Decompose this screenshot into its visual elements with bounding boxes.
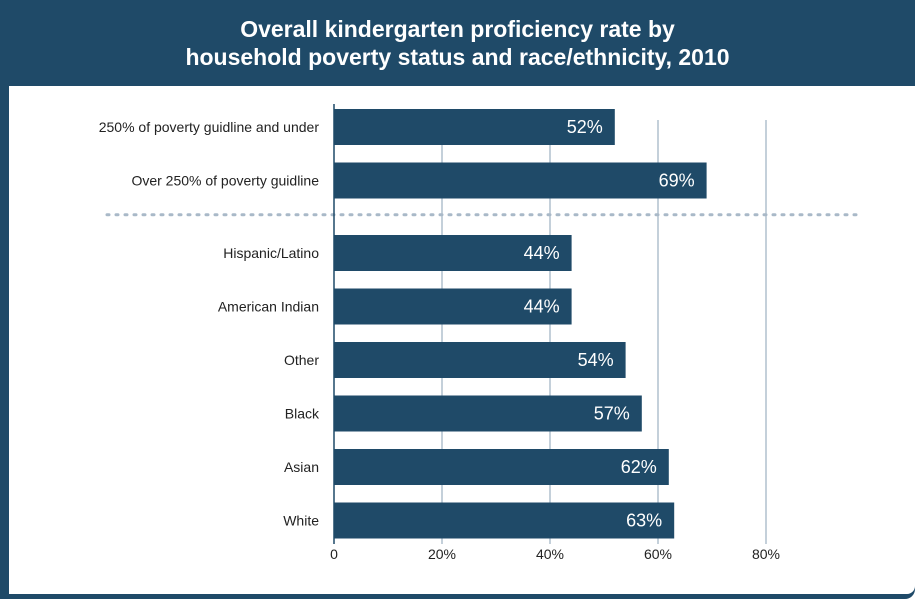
x-tick-label-20: 20% — [428, 546, 456, 562]
bar-value-label-3: 44% — [524, 297, 560, 317]
category-label-6: Asian — [284, 459, 319, 475]
x-tick-label-0: 0 — [330, 546, 338, 562]
category-label-7: White — [283, 513, 319, 529]
bar-6 — [334, 449, 669, 485]
plot-area: 52% 250% of poverty guidline and under 69%… — [9, 86, 915, 594]
category-label-3: American Indian — [218, 299, 319, 315]
bar-5 — [334, 395, 642, 432]
bar-value-label-0: 52% — [567, 117, 603, 137]
bar-1 — [334, 162, 707, 199]
bar-value-label-1: 69% — [659, 171, 695, 191]
bar-2 — [334, 235, 572, 271]
chart-header: Overall kindergarten proficiency rate by… — [0, 0, 915, 86]
category-label-4: Other — [284, 352, 319, 368]
x-tick-label-60: 60% — [644, 546, 672, 562]
chart-title-line-2: household poverty status and race/ethnic… — [185, 44, 730, 70]
bar-value-label-6: 62% — [621, 457, 657, 477]
category-label-0: 250% of poverty guidline and under — [99, 119, 320, 135]
bar-value-label-4: 54% — [578, 350, 614, 370]
bar-0 — [334, 109, 615, 145]
bar-4 — [334, 342, 626, 378]
bar-3 — [334, 288, 572, 325]
bar-value-label-5: 57% — [594, 404, 630, 424]
category-label-2: Hispanic/Latino — [223, 245, 319, 261]
bar-chart-svg: 52% 250% of poverty guidline and under 69%… — [99, 104, 863, 562]
bar-value-label-7: 63% — [626, 511, 662, 531]
x-tick-label-80: 80% — [752, 546, 780, 562]
category-label-1: Over 250% of poverty guidline — [131, 173, 319, 189]
chart-title-line-1: Overall kindergarten proficiency rate by — [240, 16, 675, 42]
bar-value-label-2: 44% — [524, 243, 560, 263]
category-label-5: Black — [285, 406, 320, 422]
bar-7 — [334, 502, 675, 539]
x-tick-label-40: 40% — [536, 546, 564, 562]
